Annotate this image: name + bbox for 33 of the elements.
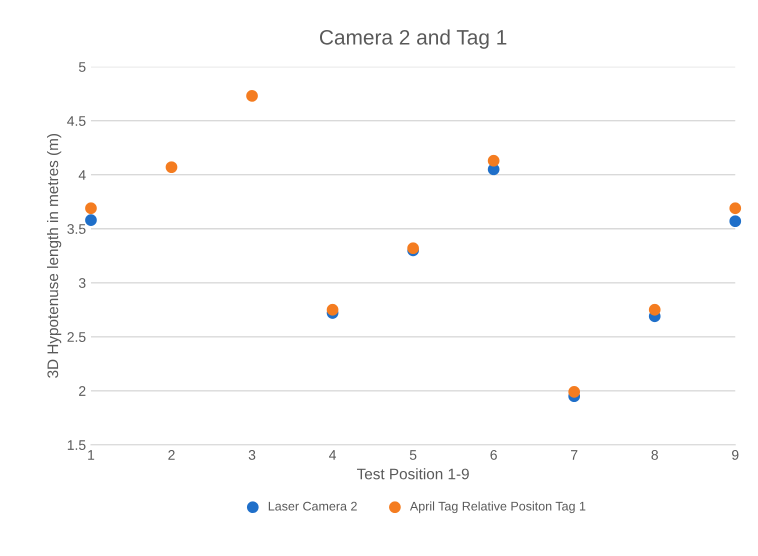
- legend-label: April Tag Relative Positon Tag 1: [410, 501, 586, 514]
- y-tick-label: 2: [79, 386, 86, 396]
- x-tick-label: 8: [651, 450, 658, 460]
- y-tick-label: 4: [78, 170, 86, 180]
- point: [648, 304, 661, 316]
- point: [85, 202, 97, 214]
- point: [246, 90, 258, 102]
- x-tick-label: 5: [410, 450, 416, 460]
- x-tick-label: 1: [88, 450, 94, 460]
- y-tick-label: 1.5: [68, 440, 86, 450]
- legend-label: Laser Camera 2: [268, 502, 357, 511]
- y-tick-label: 4.5: [67, 116, 86, 126]
- point: [568, 386, 580, 398]
- point: [326, 304, 338, 316]
- chart-title: Camera 2 and Tag 1: [320, 29, 506, 49]
- x-tick-label: 3: [248, 450, 256, 460]
- point: [488, 154, 500, 167]
- point: [166, 161, 178, 174]
- x-tick-label: 2: [168, 450, 175, 460]
- y-tick-label: 3.5: [67, 224, 86, 234]
- x-tick-label: 7: [571, 450, 578, 460]
- y-tick-label: 5: [78, 62, 86, 72]
- point: [729, 215, 742, 228]
- x-tick-label: 9: [732, 450, 738, 460]
- x-tick-label: 6: [490, 450, 497, 460]
- x-axis-title: Test Position 1-9: [356, 468, 469, 480]
- y-tick-label: 2.5: [67, 332, 86, 342]
- y-axis-title: 3D Hypotenuse length in metres (m): [46, 134, 62, 378]
- x-tick-label: 4: [329, 450, 336, 460]
- point: [85, 214, 97, 226]
- point: [407, 242, 419, 254]
- y-tick-label: 3: [78, 278, 86, 288]
- point: [729, 202, 742, 214]
